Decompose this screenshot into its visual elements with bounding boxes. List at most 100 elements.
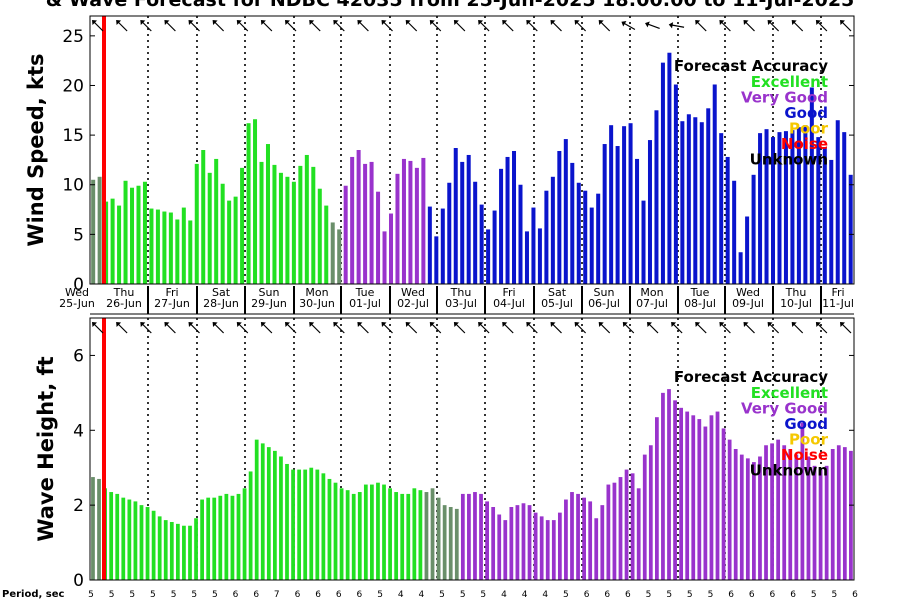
y-tick-label: 6 (73, 346, 84, 366)
bar (169, 521, 174, 580)
wave-plot-area (90, 318, 854, 580)
bar (212, 497, 217, 580)
bar (615, 146, 620, 284)
legend-item: Very Good (741, 89, 828, 107)
bar (109, 492, 114, 580)
period-value: 6 (604, 590, 610, 600)
period-value: 7 (274, 590, 280, 600)
bar (588, 501, 593, 580)
period-value: 5 (708, 590, 714, 600)
bar (752, 462, 756, 580)
bar (816, 137, 821, 284)
period-value: 4 (501, 590, 507, 600)
bar (503, 520, 508, 580)
bar (421, 157, 426, 284)
y-tick-label: 25 (62, 27, 84, 47)
bar (809, 87, 814, 284)
legend-item: Very Good (741, 400, 828, 418)
direction-arrow (550, 20, 562, 32)
bar (447, 182, 452, 284)
bar (324, 205, 329, 284)
y-tick-label: 0 (73, 275, 84, 295)
day-of-week-label: Tue (355, 286, 375, 299)
period-value: 6 (852, 590, 858, 600)
bar (512, 150, 517, 284)
direction-arrow (333, 322, 345, 334)
bar (473, 181, 478, 284)
direction-arrow (333, 20, 345, 32)
legend-title: Forecast Accuracy (674, 368, 828, 386)
bar (440, 208, 445, 284)
direction-arrow (140, 322, 152, 334)
bar (163, 520, 168, 580)
period-value: 6 (357, 590, 363, 600)
bar (751, 174, 756, 284)
legend-item: Excellent (751, 73, 828, 91)
wind-plot-frame (89, 15, 855, 285)
bar (149, 208, 154, 284)
direction-arrow (357, 322, 369, 334)
direction-arrow (598, 20, 611, 32)
bar (466, 154, 471, 284)
bar (721, 428, 726, 580)
bar (641, 200, 646, 284)
legend-item: Unknown (750, 462, 828, 480)
y-tick-label: 15 (62, 126, 84, 146)
bar (673, 400, 677, 580)
y-tick-label: 10 (62, 176, 84, 196)
direction-arrow (188, 322, 200, 334)
direction-arrow (188, 20, 200, 32)
bar (265, 144, 270, 284)
direction-arrow (260, 20, 273, 32)
bar (155, 209, 160, 284)
wind-y-ticks: 0 5 10 15 20 25 (62, 27, 854, 295)
bar (395, 173, 400, 284)
bar (121, 497, 126, 580)
bar (518, 184, 523, 284)
bar (181, 207, 186, 284)
bar (589, 207, 594, 284)
bar (557, 512, 562, 580)
bar (327, 478, 332, 580)
bar (725, 156, 730, 284)
direction-arrow (405, 20, 418, 32)
bar (266, 447, 271, 580)
bar (309, 467, 314, 580)
legend-item: Excellent (751, 384, 828, 402)
bar (351, 493, 356, 580)
period-value: 6 (233, 590, 239, 600)
bar (706, 108, 711, 284)
day-of-week-label: Thu (450, 286, 472, 299)
bar (142, 181, 147, 284)
direction-arrow (236, 322, 249, 334)
day-date-label: 29-Jun (251, 297, 287, 310)
bar (842, 132, 847, 284)
bar (473, 492, 477, 580)
bar (285, 176, 290, 284)
bar (278, 172, 283, 284)
direction-arrow (140, 20, 152, 32)
bar (418, 490, 423, 580)
legend-item: Noise (781, 135, 828, 153)
period-value: 5 (377, 590, 383, 600)
bar (460, 161, 465, 284)
bar (642, 454, 647, 580)
bar (719, 133, 724, 284)
y-tick-label: 5 (73, 225, 84, 245)
direction-arrow (621, 20, 636, 31)
legend-item: Good (784, 104, 828, 122)
day-of-week-label: Mon (640, 286, 663, 299)
bar (467, 493, 471, 580)
bar (242, 488, 247, 580)
day-date-label: 11-Jul (822, 297, 854, 310)
bar (655, 417, 659, 580)
direction-arrow (647, 322, 659, 334)
chart-title: & Wave Forecast for NDBC 42035 from 25-J… (46, 0, 855, 11)
bar (357, 492, 362, 580)
direction-arrow (526, 20, 538, 32)
bar (667, 389, 671, 580)
day-date-label: 08-Jul (684, 297, 716, 310)
day-of-week-label: Fri (502, 286, 515, 299)
bar (110, 198, 115, 284)
